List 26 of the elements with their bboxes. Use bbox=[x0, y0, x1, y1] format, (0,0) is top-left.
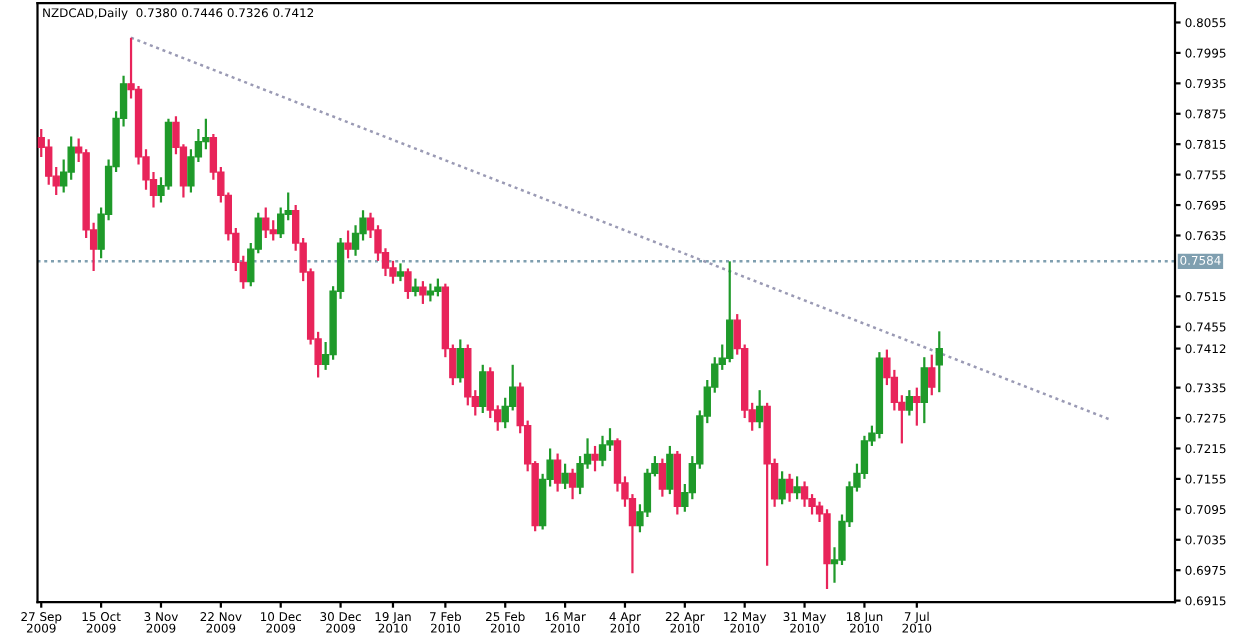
candlestick bbox=[479, 363, 487, 415]
candlestick bbox=[396, 262, 405, 283]
candlestick bbox=[658, 457, 667, 498]
candlestick bbox=[913, 386, 921, 427]
candlestick bbox=[344, 229, 352, 260]
candlestick bbox=[553, 452, 562, 493]
candlestick bbox=[666, 444, 674, 496]
candlestick bbox=[561, 462, 569, 491]
candlestick bbox=[793, 475, 801, 501]
candlestick bbox=[726, 260, 734, 364]
candlestick bbox=[785, 472, 794, 503]
candlestick bbox=[935, 330, 943, 394]
candlestick bbox=[920, 356, 928, 425]
candlestick bbox=[404, 267, 412, 300]
candlestick bbox=[568, 467, 577, 501]
candlestick bbox=[755, 389, 764, 430]
candlestick bbox=[411, 277, 420, 298]
candlestick bbox=[778, 470, 786, 506]
candlestick bbox=[598, 434, 607, 468]
candlestick bbox=[591, 444, 599, 473]
candlestick bbox=[262, 206, 270, 240]
candlestick bbox=[905, 389, 914, 417]
candlestick bbox=[928, 353, 936, 397]
candlestick bbox=[419, 280, 427, 306]
candlestick bbox=[800, 480, 809, 508]
candlestick bbox=[456, 338, 465, 384]
